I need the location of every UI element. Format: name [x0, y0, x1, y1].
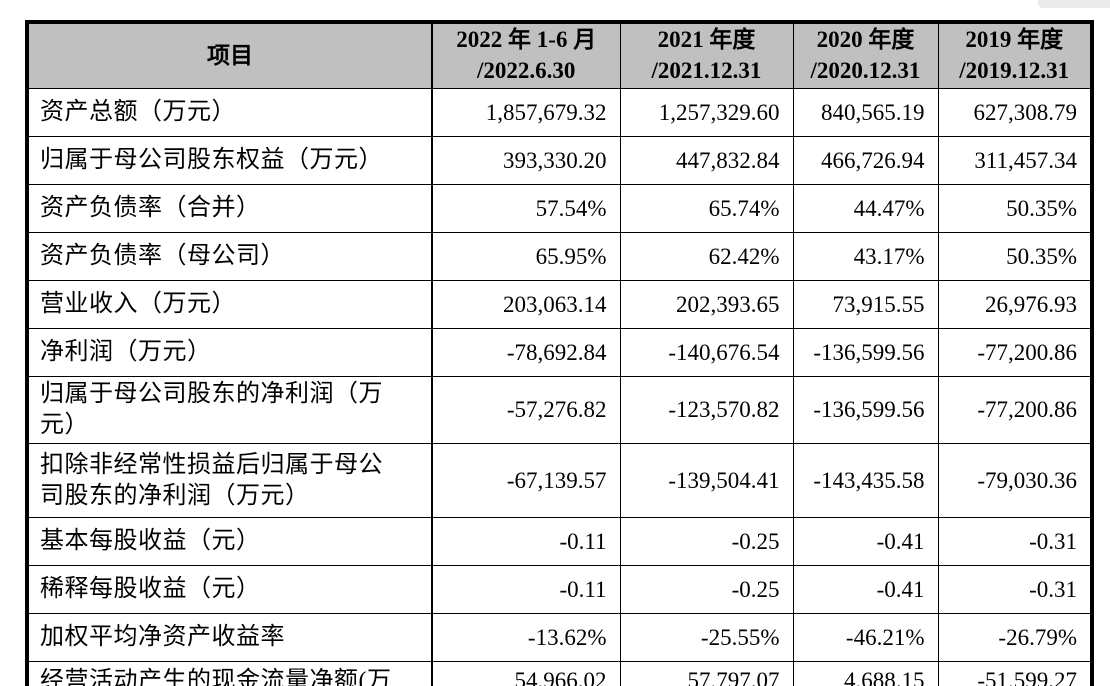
cell-value: 447,832.84	[619, 136, 794, 185]
cell-value: -77,200.86	[937, 328, 1093, 377]
cell-value: 1,857,679.32	[431, 88, 621, 137]
cell-value: 840,565.19	[792, 88, 939, 137]
header-period-2022h1: 2022 年 1-6 月 /2022.6.30	[431, 21, 621, 89]
cell-value: 73,915.55	[792, 280, 939, 329]
cell-value: -140,676.54	[619, 328, 794, 377]
table-row-net-profit-excl-nonrecurring: 扣除非经常性损益后归属于母公 司股东的净利润（万元） -67,139.57 -1…	[26, 443, 1093, 519]
table-row-debt-ratio-parent: 资产负债率（母公司） 65.95% 62.42% 43.17% 50.35%	[26, 232, 1093, 281]
cell-value: 1,257,329.60	[619, 88, 794, 137]
cell-value: 57.54%	[431, 184, 621, 233]
cell-value: -139,504.41	[619, 443, 794, 519]
cell-value: 65.74%	[619, 184, 794, 233]
cell-value: 62.42%	[619, 232, 794, 281]
row-label: 归属于母公司股东的净利润（万 元）	[26, 375, 433, 445]
cell-value: -0.31	[937, 517, 1093, 567]
cell-value: -0.41	[792, 565, 939, 615]
cell-value: 54,966.02	[431, 661, 621, 686]
top-right-artifact	[1038, 0, 1110, 8]
row-label: 净利润（万元）	[26, 328, 433, 377]
cell-value: -136,599.56	[792, 328, 939, 377]
cell-value: 50.35%	[937, 184, 1093, 233]
cell-value: 44.47%	[792, 184, 939, 233]
row-label: 加权平均净资产收益率	[26, 613, 433, 663]
row-label: 资产总额（万元）	[26, 88, 433, 137]
table-row-diluted-eps: 稀释每股收益（元） -0.11 -0.25 -0.41 -0.31	[26, 565, 1093, 615]
table-row-basic-eps: 基本每股收益（元） -0.11 -0.25 -0.41 -0.31	[26, 517, 1093, 567]
table-row-weighted-avg-roe: 加权平均净资产收益率 -13.62% -25.55% -46.21% -26.7…	[26, 613, 1093, 663]
cell-value: 4,688.15	[792, 661, 939, 686]
row-label: 稀释每股收益（元）	[26, 565, 433, 615]
cell-value: 393,330.20	[431, 136, 621, 185]
table-row-parent-equity: 归属于母公司股东权益（万元） 393,330.20 447,832.84 466…	[26, 136, 1093, 185]
row-label: 营业收入（万元）	[26, 280, 433, 329]
cell-value: -57,276.82	[431, 375, 621, 445]
header-period-2020: 2020 年度 /2020.12.31	[792, 21, 939, 89]
cell-value: -78,692.84	[431, 328, 621, 377]
cell-value: -0.31	[937, 565, 1093, 615]
cell-value: -0.25	[619, 565, 794, 615]
cell-value: 57,797.07	[619, 661, 794, 686]
row-label: 扣除非经常性损益后归属于母公 司股东的净利润（万元）	[26, 443, 433, 519]
row-label: 经营活动产生的现金流量净额(万	[26, 661, 433, 686]
cell-value: -0.11	[431, 565, 621, 615]
cell-value: 627,308.79	[937, 88, 1093, 137]
cell-value: 466,726.94	[792, 136, 939, 185]
header-period-2021: 2021 年度 /2021.12.31	[619, 21, 794, 89]
table-row-debt-ratio-consolidated: 资产负债率（合并） 57.54% 65.74% 44.47% 50.35%	[26, 184, 1093, 233]
table-row-net-profit: 净利润（万元） -78,692.84 -140,676.54 -136,599.…	[26, 328, 1093, 377]
table-row-operating-cash-flow: 经营活动产生的现金流量净额(万 54,966.02 57,797.07 4,68…	[26, 661, 1093, 686]
table-row-net-profit-parent: 归属于母公司股东的净利润（万 元） -57,276.82 -123,570.82…	[26, 375, 1093, 445]
cell-value: 65.95%	[431, 232, 621, 281]
row-label: 资产负债率（母公司）	[26, 232, 433, 281]
cell-value: 50.35%	[937, 232, 1093, 281]
row-label: 归属于母公司股东权益（万元）	[26, 136, 433, 185]
cell-value: 203,063.14	[431, 280, 621, 329]
cell-value: -0.11	[431, 517, 621, 567]
header-item-column: 项目	[26, 21, 433, 89]
header-row: 项目 2022 年 1-6 月 /2022.6.30 2021 年度 /2021…	[26, 21, 1093, 89]
cell-value: -143,435.58	[792, 443, 939, 519]
cell-value: -46.21%	[792, 613, 939, 663]
row-label: 资产负债率（合并）	[26, 184, 433, 233]
table-row-total-assets: 资产总额（万元） 1,857,679.32 1,257,329.60 840,5…	[26, 88, 1093, 137]
cell-value: 43.17%	[792, 232, 939, 281]
cell-value: -0.41	[792, 517, 939, 567]
cell-value: -77,200.86	[937, 375, 1093, 445]
cell-value: -79,030.36	[937, 443, 1093, 519]
cell-value: -26.79%	[937, 613, 1093, 663]
cell-value: 311,457.34	[937, 136, 1093, 185]
cell-value: -0.25	[619, 517, 794, 567]
cell-value: -51,599.27	[937, 661, 1093, 686]
table-row-revenue: 营业收入（万元） 203,063.14 202,393.65 73,915.55…	[26, 280, 1093, 329]
cell-value: 26,976.93	[937, 280, 1093, 329]
financial-summary-table: 项目 2022 年 1-6 月 /2022.6.30 2021 年度 /2021…	[25, 20, 1094, 686]
header-period-2019: 2019 年度 /2019.12.31	[937, 21, 1093, 89]
cell-value: -136,599.56	[792, 375, 939, 445]
cell-value: -123,570.82	[619, 375, 794, 445]
row-label: 基本每股收益（元）	[26, 517, 433, 567]
cell-value: 202,393.65	[619, 280, 794, 329]
cell-value: -25.55%	[619, 613, 794, 663]
cell-value: -67,139.57	[431, 443, 621, 519]
cell-value: -13.62%	[431, 613, 621, 663]
